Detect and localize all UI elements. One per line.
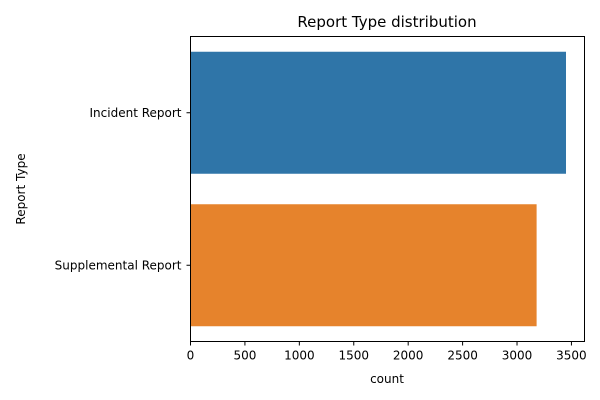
x-tick-label: 0 (187, 349, 195, 363)
x-tick-label: 500 (233, 349, 256, 363)
x-axis-label: count (370, 372, 404, 386)
bar-incident-report (190, 51, 566, 174)
x-tick-label: 1000 (284, 349, 315, 363)
x-tick-label: 3000 (502, 349, 533, 363)
bar-supplemental-report (190, 204, 537, 327)
x-ticks-group: 0 500 1000 1500 2000 2500 3000 3500 (187, 341, 587, 363)
y-ticks-group: Incident Report Supplemental Report (55, 106, 191, 272)
bars-group (190, 51, 566, 327)
x-tick-label: 3500 (556, 349, 587, 363)
chart-title: Report Type distribution (297, 13, 476, 31)
y-tick-label: Supplemental Report (55, 258, 182, 272)
y-tick-label: Incident Report (90, 106, 182, 120)
plot-frame (190, 36, 585, 342)
x-tick-label: 2000 (393, 349, 424, 363)
x-tick-label: 1500 (338, 349, 369, 363)
y-axis-label: Report Type (14, 153, 28, 224)
x-tick-label: 2500 (447, 349, 478, 363)
